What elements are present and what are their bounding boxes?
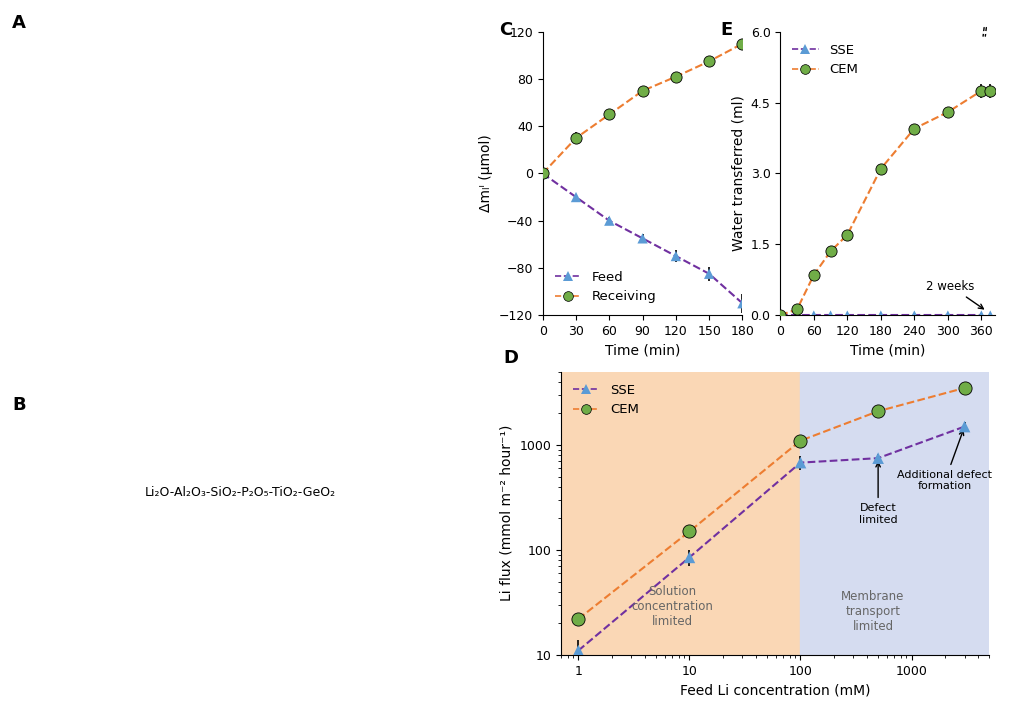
Point <box>772 309 788 321</box>
Point <box>601 109 617 120</box>
Point <box>973 85 989 96</box>
Point <box>570 613 587 624</box>
Text: B: B <box>12 396 26 414</box>
Text: C: C <box>499 21 512 38</box>
Point <box>570 645 587 656</box>
Point <box>870 406 887 417</box>
Point <box>701 56 718 67</box>
Point <box>788 309 805 321</box>
Point <box>906 309 923 321</box>
Point <box>870 452 887 464</box>
Text: D: D <box>504 349 518 367</box>
X-axis label: Time (min): Time (min) <box>850 343 926 358</box>
Point <box>806 309 822 321</box>
Text: Additional defect
formation: Additional defect formation <box>897 430 992 491</box>
Legend: SSE, CEM: SSE, CEM <box>567 378 644 421</box>
Point <box>839 229 855 241</box>
Point <box>940 309 956 321</box>
Point <box>956 421 973 432</box>
Point <box>793 435 809 446</box>
Point <box>681 552 697 563</box>
Legend: SSE, CEM: SSE, CEM <box>786 38 863 81</box>
Point <box>906 123 923 135</box>
Point <box>982 309 998 321</box>
Point <box>567 191 584 202</box>
Point <box>601 215 617 227</box>
Text: A: A <box>12 14 26 32</box>
Text: 2 weeks: 2 weeks <box>927 280 983 309</box>
Point <box>567 132 584 144</box>
Point <box>982 85 998 96</box>
X-axis label: Feed Li concentration (mM): Feed Li concentration (mM) <box>680 683 870 697</box>
Legend: Feed, Receiving: Feed, Receiving <box>549 266 662 309</box>
Bar <box>801 372 989 655</box>
Point <box>940 106 956 118</box>
Text: Li₂O-Al₂O₃-SiO₂-P₂O₅-TiO₂-GeO₂: Li₂O-Al₂O₃-SiO₂-P₂O₅-TiO₂-GeO₂ <box>145 486 336 498</box>
Point <box>701 268 718 280</box>
Y-axis label: Water transferred (ml): Water transferred (ml) <box>731 96 745 251</box>
Point <box>788 304 805 315</box>
Point <box>806 269 822 280</box>
Bar <box>561 372 801 655</box>
Point <box>635 85 651 96</box>
Point <box>734 297 751 309</box>
Y-axis label: Li flux (mmol m⁻² hour⁻¹): Li flux (mmol m⁻² hour⁻¹) <box>500 425 514 602</box>
X-axis label: Time (min): Time (min) <box>605 343 680 358</box>
Point <box>734 38 751 50</box>
Point <box>668 71 684 82</box>
Point <box>822 246 839 257</box>
Point <box>535 168 551 179</box>
Text: Solution
concentration
limited: Solution concentration limited <box>631 585 713 628</box>
Y-axis label: Δmₗᴵ (μmol): Δmₗᴵ (μmol) <box>479 135 494 212</box>
Point <box>872 163 889 174</box>
Point <box>973 309 989 321</box>
Text: Membrane
transport
limited: Membrane transport limited <box>842 590 905 634</box>
Point <box>668 251 684 262</box>
Text: Defect
limited: Defect limited <box>859 462 897 525</box>
Point <box>535 168 551 179</box>
Text: E: E <box>720 21 732 38</box>
Point <box>956 382 973 394</box>
Point <box>839 309 855 321</box>
Point <box>793 457 809 468</box>
Point <box>872 309 889 321</box>
Point <box>822 309 839 321</box>
Point <box>772 309 788 321</box>
Point <box>635 233 651 244</box>
Point <box>681 526 697 537</box>
